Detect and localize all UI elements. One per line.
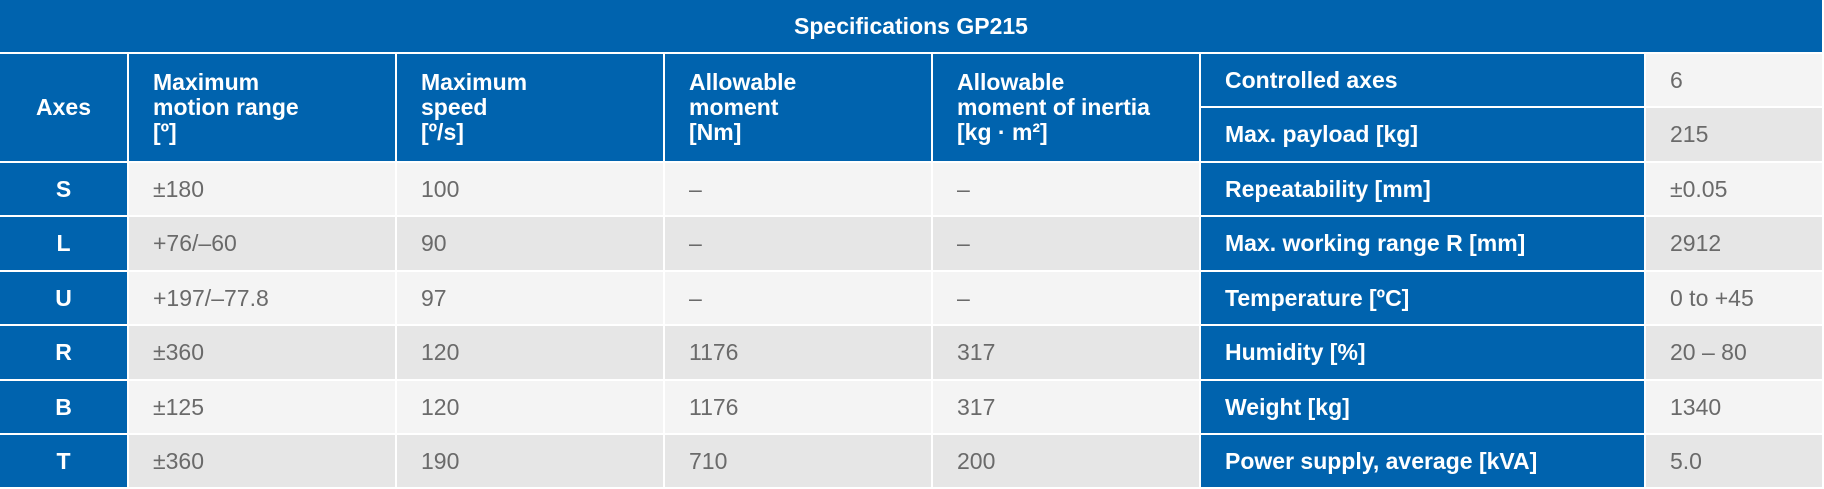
table-cell: ±125 bbox=[129, 381, 397, 435]
spec-label: Humidity [%] bbox=[1201, 326, 1646, 381]
axis-label: U bbox=[0, 272, 129, 326]
spec-label: Repeatability [mm] bbox=[1201, 163, 1646, 217]
table-cell: – bbox=[933, 163, 1201, 217]
table-cell: 317 bbox=[933, 381, 1201, 435]
axis-label: L bbox=[0, 217, 129, 272]
spec-value: 0 to +45 bbox=[1646, 272, 1824, 326]
table-cell: +197/–77.8 bbox=[129, 272, 397, 326]
column-header: Allowable moment [Nm] bbox=[665, 54, 933, 163]
column-header: Allowable moment of inertia [kg · m²] bbox=[933, 54, 1201, 163]
spec-value: 2912 bbox=[1646, 217, 1824, 272]
table-cell: 90 bbox=[397, 217, 665, 272]
axis-label: S bbox=[0, 163, 129, 217]
table-cell: 710 bbox=[665, 435, 933, 489]
spec-value: 6 bbox=[1646, 54, 1824, 108]
table-cell: ±360 bbox=[129, 435, 397, 489]
table-cell: 190 bbox=[397, 435, 665, 489]
table-cell: 97 bbox=[397, 272, 665, 326]
axis-label: R bbox=[0, 326, 129, 381]
spec-value: 5.0 bbox=[1646, 435, 1824, 489]
column-header: Maximum speed [º/s] bbox=[397, 54, 665, 163]
table-cell: – bbox=[933, 272, 1201, 326]
spec-value: 20 – 80 bbox=[1646, 326, 1824, 381]
table-cell: 317 bbox=[933, 326, 1201, 381]
table-title: Specifications GP215 bbox=[0, 0, 1824, 54]
table-cell: 200 bbox=[933, 435, 1201, 489]
table-cell: 1176 bbox=[665, 326, 933, 381]
table-cell: – bbox=[665, 163, 933, 217]
spec-label: Controlled axes bbox=[1201, 54, 1646, 108]
table-cell: 1176 bbox=[665, 381, 933, 435]
axis-label: B bbox=[0, 381, 129, 435]
table-cell: ±180 bbox=[129, 163, 397, 217]
table-cell: +76/–60 bbox=[129, 217, 397, 272]
table-cell: – bbox=[665, 217, 933, 272]
table-cell: – bbox=[933, 217, 1201, 272]
table-cell: ±360 bbox=[129, 326, 397, 381]
table-cell: 120 bbox=[397, 326, 665, 381]
column-header: Maximum motion range [º] bbox=[129, 54, 397, 163]
spec-label: Max. working range R [mm] bbox=[1201, 217, 1646, 272]
spec-label: Temperature [ºC] bbox=[1201, 272, 1646, 326]
spec-value: 215 bbox=[1646, 108, 1824, 163]
spec-label: Power supply, average [kVA] bbox=[1201, 435, 1646, 489]
spec-value: ±0.05 bbox=[1646, 163, 1824, 217]
spec-value: 1340 bbox=[1646, 381, 1824, 435]
column-header: Axes bbox=[0, 54, 129, 163]
spec-label: Weight [kg] bbox=[1201, 381, 1646, 435]
table-cell: 100 bbox=[397, 163, 665, 217]
table-cell: – bbox=[665, 272, 933, 326]
table-cell: 120 bbox=[397, 381, 665, 435]
spec-label: Max. payload [kg] bbox=[1201, 108, 1646, 163]
axis-label: T bbox=[0, 435, 129, 489]
